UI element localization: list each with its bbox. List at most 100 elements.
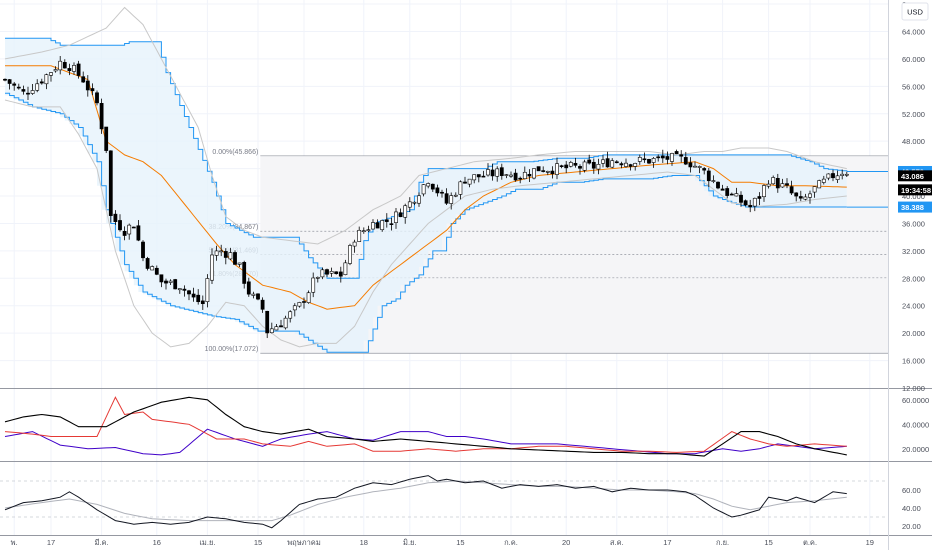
candle-body (398, 212, 403, 218)
candle-body (453, 194, 458, 197)
candle-body (458, 181, 463, 195)
time-tick-label: ส.ค. (610, 538, 624, 547)
candle-body (141, 241, 145, 259)
candle-body (821, 178, 826, 183)
time-tick-label: 17 (663, 538, 671, 547)
candle-body (693, 165, 697, 168)
basis-line (5, 65, 847, 310)
time-tick-label: ต.ค. (803, 538, 817, 547)
candle-body (647, 159, 651, 164)
candle-body (633, 162, 638, 167)
candle-body (375, 222, 380, 229)
candle-body (26, 92, 30, 95)
candle-body (168, 280, 173, 283)
candle-body (288, 311, 293, 319)
time-tick-label: 16 (153, 538, 161, 547)
candle-body (338, 271, 343, 277)
candle-body (711, 180, 716, 182)
price-tick-label: 40.000 (902, 192, 925, 201)
candle-body (670, 153, 674, 162)
candle-body (739, 194, 743, 203)
price-axis[interactable]: 12.000 16.000 20.000 24.000 28.000 32.000 36.0… (902, 0, 929, 531)
candle-body (504, 174, 509, 176)
candle-body (472, 174, 477, 181)
candle-body (136, 225, 141, 241)
price-badge (898, 201, 932, 213)
candle-body (58, 60, 63, 71)
candle-body (624, 162, 628, 167)
candle-body (665, 156, 670, 160)
candle-body (762, 185, 766, 198)
price-tick-label: 56.000 (902, 82, 925, 91)
candle-body (237, 262, 242, 265)
candle-body (541, 170, 546, 172)
candle-body (127, 224, 132, 235)
candle-body (256, 293, 260, 300)
time-tick-label: ก.ย. (716, 538, 729, 547)
candle-body (826, 173, 831, 179)
candle-body (812, 186, 817, 193)
candle-body (417, 195, 421, 204)
candle-body (555, 163, 559, 175)
price-badge-label: 19:34:58 (901, 186, 931, 195)
time-tick-label: 20 (562, 538, 570, 547)
dmi-minus-line (4, 396, 847, 453)
candle-body (200, 300, 205, 304)
dmi-tick-label: 40.0000 (902, 420, 929, 429)
candle-body (173, 279, 178, 290)
time-tick-label: 19 (866, 538, 874, 547)
candle-body (389, 223, 394, 225)
candle-body (729, 193, 734, 196)
candle-body (831, 173, 835, 179)
candle-body (403, 205, 408, 218)
candle-body (564, 164, 569, 169)
candle-body (67, 68, 72, 72)
rsi-pane (0, 475, 888, 529)
candle-body (265, 310, 270, 334)
candle-body (591, 161, 596, 169)
candle-body (76, 63, 81, 76)
price-badge-label: 38.388 (901, 203, 924, 212)
time-axis[interactable]: พ. 17 มี.ค. 16 เม.ย. 15 พฤษภาคม 18 มิ.ย. 15 ก.ค. 20… (11, 538, 874, 547)
candle-body (550, 170, 555, 175)
candle-body (725, 188, 730, 196)
candle-body (757, 196, 762, 199)
candle-body (343, 262, 348, 276)
candle-body (145, 258, 150, 269)
candle-body (426, 183, 431, 187)
currency-box[interactable] (901, 2, 929, 21)
candle-body (352, 241, 357, 247)
candle-body (430, 183, 435, 190)
dmi-plus-line (4, 428, 847, 456)
candle-body (610, 160, 615, 168)
candle-body (766, 183, 771, 187)
candle-body (35, 83, 40, 91)
candle-body (601, 159, 605, 164)
candle-body (697, 166, 702, 168)
price-tick-label: 20.000 (902, 329, 925, 338)
candle-body (182, 288, 187, 291)
donchian-fill (5, 38, 847, 353)
candle-body (39, 81, 44, 84)
candle-body (463, 181, 467, 184)
time-tick-label: 15 (456, 538, 464, 547)
candle-body (95, 92, 99, 104)
rsi-line (4, 475, 847, 529)
candle-body (421, 184, 426, 195)
candle-body (467, 178, 472, 185)
candle-body (642, 158, 647, 161)
price-tick-label: 36.000 (902, 219, 925, 228)
candle-body (748, 205, 753, 208)
candle-body (81, 76, 86, 83)
candle-body (108, 150, 113, 216)
candle-body (780, 183, 785, 188)
candle-body (371, 222, 375, 230)
candle-body (444, 193, 449, 204)
time-tick-label: 15 (254, 538, 262, 547)
candle-body (384, 219, 389, 222)
candle-body (775, 178, 780, 189)
fib-level-label: 0.00%(45.866) (212, 149, 258, 156)
candle-body (637, 157, 642, 162)
